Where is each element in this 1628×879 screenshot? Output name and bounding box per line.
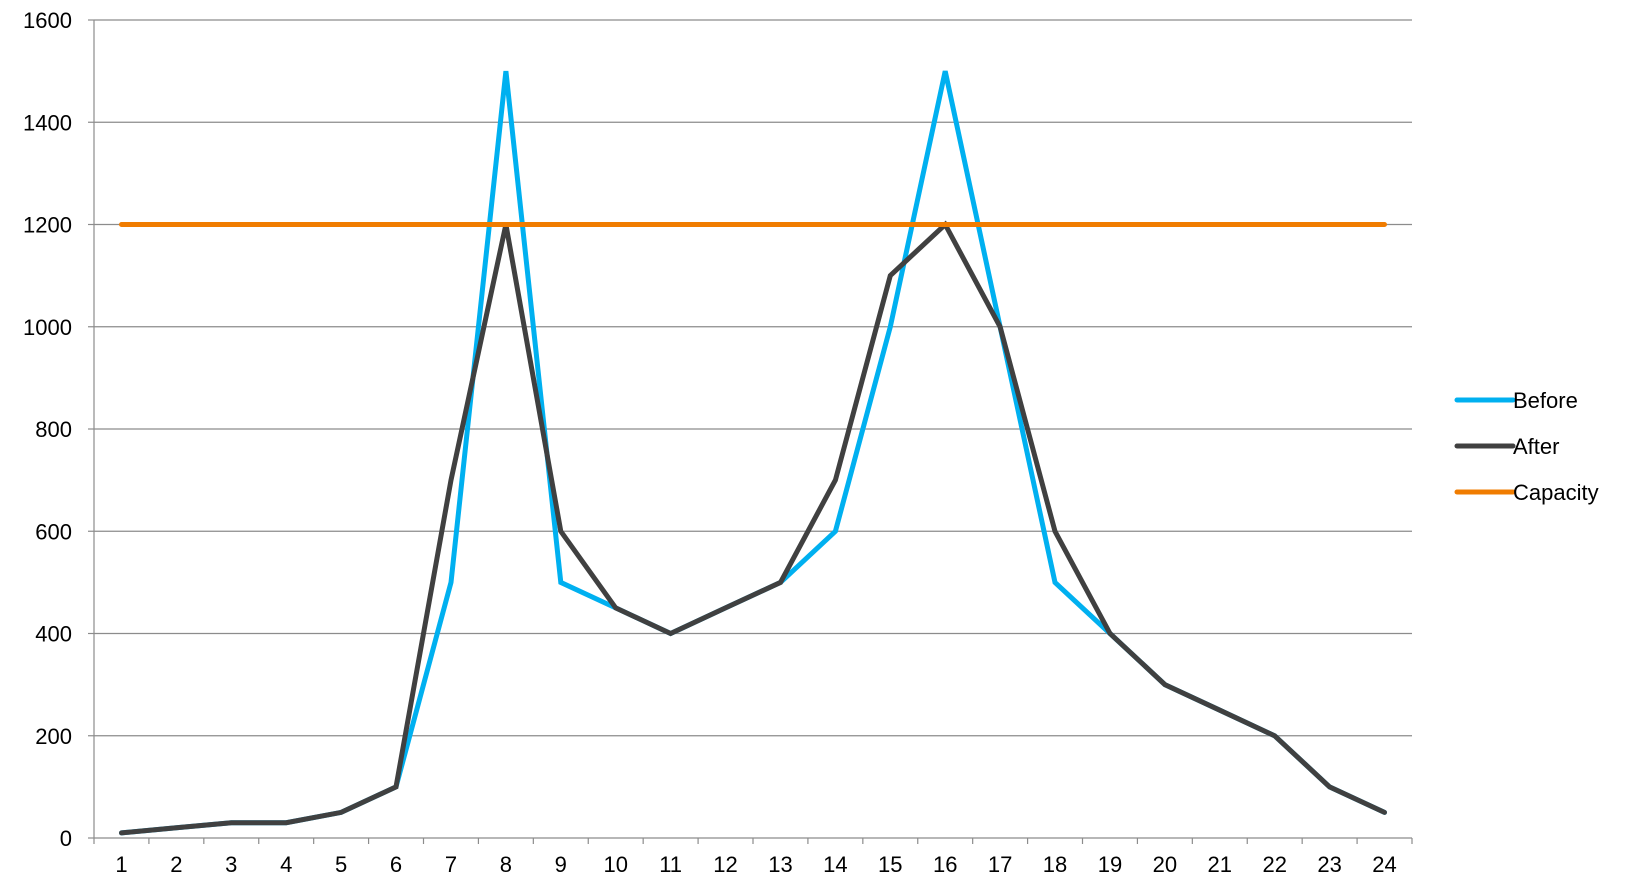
legend-label: Before	[1513, 388, 1578, 413]
x-tick-label: 4	[280, 852, 292, 877]
x-tick-label: 11	[659, 852, 682, 877]
y-tick-label: 1600	[23, 8, 72, 33]
series-lines	[119, 70, 1387, 836]
x-tick-label: 8	[500, 852, 512, 877]
legend-label: After	[1513, 434, 1559, 459]
x-tick-label: 16	[933, 852, 957, 877]
x-tick-label: 9	[555, 852, 567, 877]
x-tick-label: 1	[115, 852, 127, 877]
x-tick-label: 18	[1043, 852, 1067, 877]
x-tick-label: 23	[1317, 852, 1341, 877]
legend-item-after: After	[1454, 434, 1559, 459]
x-tick-label: 3	[225, 852, 237, 877]
y-tick-label: 0	[60, 826, 72, 851]
x-tick-label: 24	[1372, 852, 1396, 877]
legend: Before After Capacity	[1454, 388, 1599, 505]
y-tick-label: 1400	[23, 110, 72, 135]
x-tick-label: 10	[603, 852, 627, 877]
x-tick-label: 6	[390, 852, 402, 877]
x-tick-label: 15	[878, 852, 902, 877]
gridlines	[94, 19, 1412, 737]
x-tick-label: 5	[335, 852, 347, 877]
x-axis-ticks: 1 2 3 4 5 6 7 8 9 10 11 12 13 14 15 16 17 18 19 20 21 22 23 24	[93, 838, 1413, 877]
y-tick-label: 600	[35, 519, 72, 544]
y-axis-ticks: 0 200 400 600 800 1000 1200 1400 1600	[23, 8, 94, 851]
y-tick-label: 1200	[23, 213, 72, 238]
x-tick-label: 2	[170, 852, 182, 877]
x-tick-label: 19	[1098, 852, 1122, 877]
y-tick-label: 400	[35, 622, 72, 647]
series-line-before	[119, 70, 1387, 836]
x-tick-label: 22	[1262, 852, 1286, 877]
x-tick-label: 13	[768, 852, 792, 877]
legend-item-before: Before	[1454, 388, 1578, 413]
x-tick-label: 17	[988, 852, 1012, 877]
y-tick-label: 1000	[23, 315, 72, 340]
series-line-after	[119, 220, 1387, 836]
y-tick-label: 800	[35, 417, 72, 442]
x-tick-label: 20	[1153, 852, 1177, 877]
x-tick-label: 14	[823, 852, 847, 877]
legend-label: Capacity	[1513, 480, 1599, 505]
y-tick-label: 200	[35, 724, 72, 749]
legend-item-capacity: Capacity	[1454, 480, 1599, 505]
x-tick-label: 21	[1208, 852, 1232, 877]
x-tick-label: 7	[445, 852, 457, 877]
x-tick-label: 12	[713, 852, 737, 877]
